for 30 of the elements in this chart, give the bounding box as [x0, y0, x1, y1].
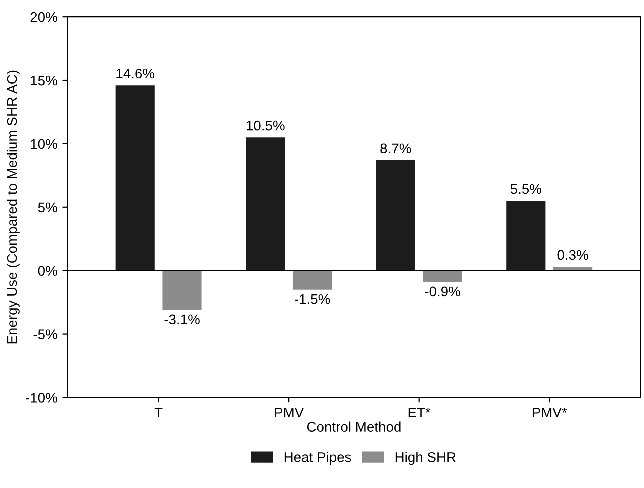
x-tick-label: PMV*	[532, 408, 568, 418]
data-label: -0.9%	[425, 286, 460, 297]
data-label: 8.7%	[380, 144, 412, 154]
bar	[246, 138, 286, 271]
y-tick-label: 5%	[38, 202, 58, 213]
y-axis-title: Energy Use (Compared to Medium SHR AC)	[6, 70, 20, 344]
y-tick-label: -5%	[34, 330, 58, 340]
x-tick-label: T	[154, 408, 163, 418]
bar	[162, 270, 202, 310]
legend-label: High SHR	[396, 452, 456, 466]
x-tick-label: ET*	[408, 408, 431, 418]
y-tick-label: 15%	[31, 76, 58, 86]
data-label: 0.3%	[558, 250, 588, 260]
data-label: 10.5%	[246, 120, 285, 131]
bar	[292, 270, 332, 290]
bar	[423, 270, 462, 282]
legend-label: Heat Pipes	[284, 452, 352, 466]
bar	[116, 86, 155, 271]
x-axis-title: Control Method	[307, 422, 401, 432]
x-tick-label: PMV	[275, 408, 304, 418]
y-tick-label: 10%	[31, 139, 58, 150]
data-label: 14.6%	[116, 68, 155, 79]
y-tick-label: 20%	[30, 12, 58, 22]
data-label: -1.5%	[294, 294, 330, 304]
y-tick-label: -10%	[26, 393, 58, 403]
bar	[376, 160, 416, 271]
data-label: 5.5%	[510, 184, 542, 194]
data-label: -3.1%	[164, 314, 200, 325]
y-tick-label: 0%	[38, 266, 58, 276]
bar	[506, 201, 546, 271]
